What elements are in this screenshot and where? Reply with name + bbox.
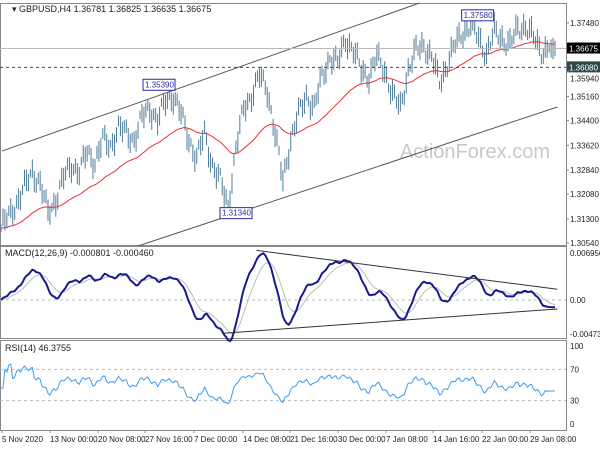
- price-panel: [0, 3, 567, 246]
- annotation-label: 1.35390: [145, 80, 174, 89]
- annotation-box: [461, 9, 495, 22]
- macd-trendline: [221, 308, 558, 334]
- macd-trendline: [256, 249, 558, 290]
- level-label: 1.36080: [569, 63, 598, 72]
- macd-signal-line: [0, 262, 556, 335]
- y-tick-label: 1.35940: [570, 74, 599, 83]
- rsi-title: RSI(14) 46.3755: [5, 343, 71, 353]
- rsi-line: [1, 363, 555, 405]
- x-tick-label: 14 Dec 08:00: [243, 435, 291, 444]
- macd-y-label: -0.004736: [570, 330, 600, 339]
- y-tick-label: 1.33620: [570, 141, 599, 150]
- macd-panel: [0, 246, 567, 339]
- y-tick-label: 1.34400: [570, 117, 599, 126]
- x-tick-label: 7 Jan 08:00: [386, 435, 428, 444]
- macd-title: MACD(12,26,9) -0.000801 -0.000460: [5, 248, 154, 258]
- annotation-box: [142, 78, 176, 91]
- moving-average-line: [0, 41, 556, 229]
- macd-line: [0, 252, 556, 343]
- y-tick-label: 1.32080: [570, 190, 599, 199]
- level-tag: [567, 61, 600, 73]
- macd-y-label: 0.006956: [570, 249, 600, 258]
- rsi-panel: [0, 340, 567, 431]
- x-tick-label: 20 Nov 08:00: [98, 435, 146, 444]
- chart-header: ▾ GBPUSD,H4 1.36781 1.36825 1.36635 1.36…: [12, 4, 211, 14]
- macd-y-label: 0.00: [570, 296, 586, 305]
- x-tick-label: 29 Jan 08:00: [530, 435, 577, 444]
- channel-trendline: [1, 2, 420, 152]
- x-tick-label: 21 Dec 16:00: [290, 435, 338, 444]
- annotation-label: 1.31340: [222, 209, 251, 218]
- x-tick-label: 13 Nov 00:00: [50, 435, 98, 444]
- x-tick-label: 30 Dec 00:00: [338, 435, 386, 444]
- y-tick-label: 1.32840: [570, 166, 599, 175]
- rsi-y-label: 0: [570, 420, 575, 429]
- y-tick-label: 1.35160: [570, 93, 599, 102]
- current-price-label: 1.36675: [569, 45, 598, 54]
- annotation-label: 1.37580: [464, 11, 493, 20]
- x-tick-label: 14 Jan 16:00: [433, 435, 480, 444]
- x-tick-label: 5 Nov 2020: [2, 435, 43, 444]
- x-tick-label: 7 Dec 00:00: [194, 435, 238, 444]
- rsi-y-label: 100: [570, 342, 584, 351]
- channel-trendline: [138, 106, 558, 247]
- annotation-box: [219, 207, 253, 220]
- current-price-tag: [567, 42, 600, 54]
- rsi-y-label: 30: [570, 397, 579, 406]
- y-tick-label: 1.37480: [570, 19, 599, 28]
- y-tick-label: 1.30540: [570, 239, 599, 248]
- rsi-y-label: 70: [570, 365, 579, 374]
- x-tick-label: 27 Nov 16:00: [145, 435, 193, 444]
- y-tick-label: 1.31300: [570, 215, 599, 224]
- x-tick-label: 22 Jan 00:00: [482, 435, 529, 444]
